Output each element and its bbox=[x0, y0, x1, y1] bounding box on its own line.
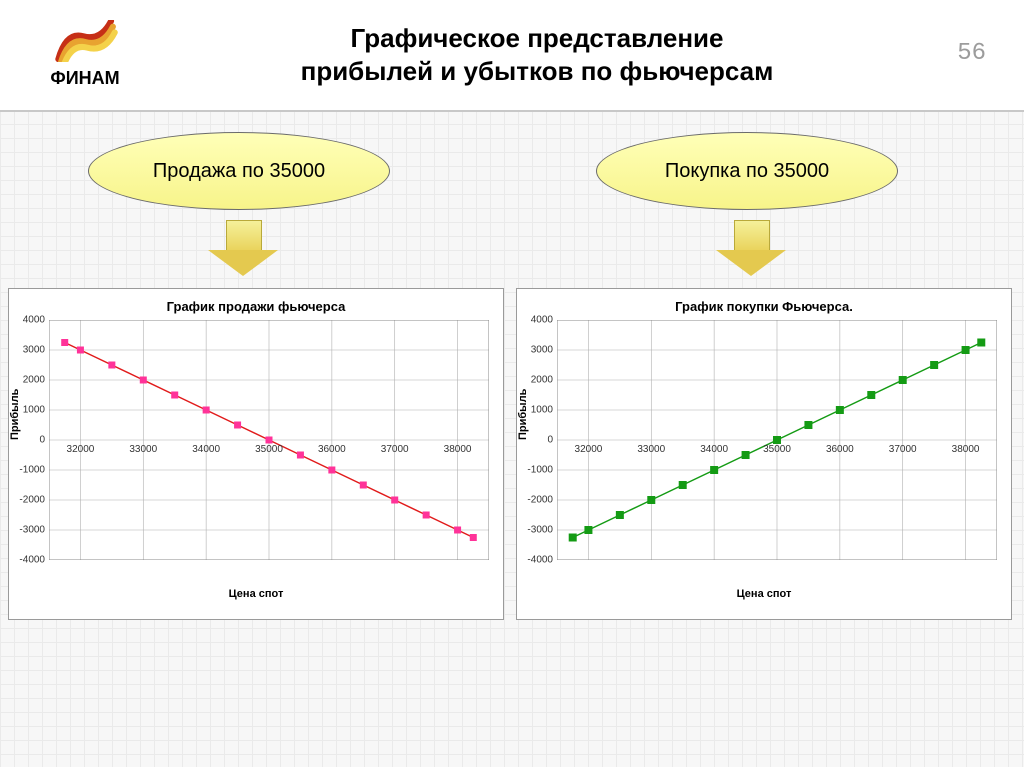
y-tick-label: -3000 bbox=[527, 525, 553, 536]
x-tick-label: 34000 bbox=[700, 444, 728, 455]
title-line-1: Графическое представление bbox=[350, 23, 723, 53]
chart-buy-title: График покупки Фьючерса. bbox=[517, 299, 1011, 314]
x-tick-label: 32000 bbox=[575, 444, 603, 455]
x-tick-label: 37000 bbox=[889, 444, 917, 455]
logo-mark-icon bbox=[50, 20, 120, 62]
y-tick-label: 1000 bbox=[23, 405, 45, 416]
chart-sell-plot: Прибыль 32000330003400035000360003700038… bbox=[49, 320, 489, 560]
y-tick-label: -1000 bbox=[19, 465, 45, 476]
chart-sell: График продажи фьючерса Прибыль 32000 330… bbox=[8, 288, 504, 620]
y-tick-label: -2000 bbox=[527, 495, 553, 506]
y-tick-label: -3000 bbox=[19, 525, 45, 536]
x-tick-label: 38000 bbox=[444, 444, 472, 455]
title-line-2: прибылей и убытков по фьючерсам bbox=[301, 56, 774, 86]
y-tick-label: -4000 bbox=[527, 555, 553, 566]
x-tick-label: 36000 bbox=[826, 444, 854, 455]
page-title: Графическое представление прибылей и убы… bbox=[170, 22, 904, 87]
slide: ФИНАМ Графическое представление прибылей… bbox=[0, 0, 1024, 767]
chart-sell-xlabel: Цена спот bbox=[9, 588, 503, 600]
chart-sell-title: График продажи фьючерса bbox=[9, 299, 503, 314]
x-tick-label: 33000 bbox=[637, 444, 665, 455]
body: Продажа по 35000 График продажи фьючерса… bbox=[0, 112, 1024, 767]
arrow-down-icon bbox=[208, 220, 278, 278]
arrow-down-icon bbox=[716, 220, 786, 278]
x-tick-label: 37000 bbox=[381, 444, 409, 455]
x-tick-label: 33000 bbox=[129, 444, 157, 455]
logo: ФИНАМ bbox=[30, 20, 140, 89]
slide-number: 56 bbox=[957, 40, 986, 67]
y-tick-label: 2000 bbox=[23, 375, 45, 386]
x-tick-label: 34000 bbox=[192, 444, 220, 455]
y-tick-label: 4000 bbox=[531, 315, 553, 326]
y-tick-label: 0 bbox=[39, 435, 45, 446]
y-tick-label: 0 bbox=[547, 435, 553, 446]
bubble-buy: Покупка по 35000 bbox=[596, 132, 898, 210]
y-tick-label: -2000 bbox=[19, 495, 45, 506]
x-tick-label: 35000 bbox=[763, 444, 791, 455]
bubble-sell: Продажа по 35000 bbox=[88, 132, 390, 210]
y-tick-label: -1000 bbox=[527, 465, 553, 476]
x-tick-label: 35000 bbox=[255, 444, 283, 455]
y-tick-label: 1000 bbox=[531, 405, 553, 416]
y-tick-label: 4000 bbox=[23, 315, 45, 326]
y-tick-label: 3000 bbox=[531, 345, 553, 356]
chart-buy: График покупки Фьючерса. Прибыль 32000 33… bbox=[516, 288, 1012, 620]
header: ФИНАМ Графическое представление прибылей… bbox=[0, 0, 1024, 112]
logo-text: ФИНАМ bbox=[30, 68, 140, 89]
x-tick-label: 36000 bbox=[318, 444, 346, 455]
y-tick-label: 2000 bbox=[531, 375, 553, 386]
chart-sell-ylabel: Прибыль bbox=[9, 389, 21, 440]
chart-buy-xlabel: Цена спот bbox=[517, 588, 1011, 600]
y-tick-label: -4000 bbox=[19, 555, 45, 566]
y-tick-label: 3000 bbox=[23, 345, 45, 356]
x-tick-label: 32000 bbox=[67, 444, 95, 455]
chart-buy-ylabel: Прибыль bbox=[517, 389, 529, 440]
x-tick-label: 38000 bbox=[952, 444, 980, 455]
chart-buy-plot: Прибыль 32000330003400035000360003700038… bbox=[557, 320, 997, 560]
